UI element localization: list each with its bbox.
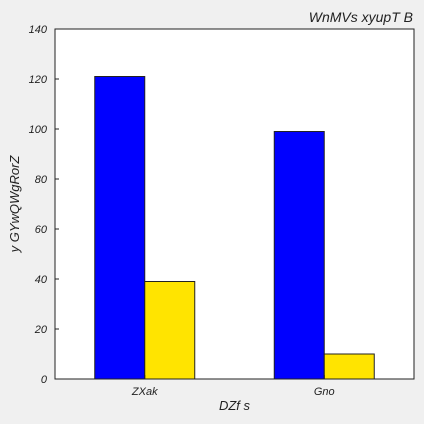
- bar-zxak-series-1: [94, 76, 146, 380]
- y-tick-label: 100: [29, 124, 48, 136]
- x-tick-label: ZXak: [131, 386, 158, 398]
- y-tick-label: 80: [35, 174, 48, 186]
- bars-group: [94, 76, 375, 380]
- x-axis-label: DZf s: [219, 398, 251, 413]
- y-tick-label: 60: [35, 224, 48, 236]
- y-tick-label: 40: [35, 274, 48, 286]
- x-tick-label: Gno: [314, 386, 335, 398]
- y-axis: 0 20 40 60 80 100 120 140: [29, 24, 59, 386]
- y-tick-label: 120: [29, 74, 48, 86]
- x-axis: ZXak Gno: [131, 375, 335, 398]
- y-axis-label: y GYwQWgRorZ: [7, 155, 22, 254]
- y-tick-label: 0: [41, 374, 48, 386]
- y-tick-label: 140: [29, 24, 48, 36]
- bar-gno-series-1: [273, 131, 325, 380]
- bar-gno-series-2: [323, 353, 375, 380]
- chart-title: WnMVs xyupT B: [309, 9, 413, 25]
- plot-frame: [54, 28, 415, 380]
- bar-zxak-series-2: [144, 281, 196, 380]
- y-tick-label: 20: [34, 324, 48, 336]
